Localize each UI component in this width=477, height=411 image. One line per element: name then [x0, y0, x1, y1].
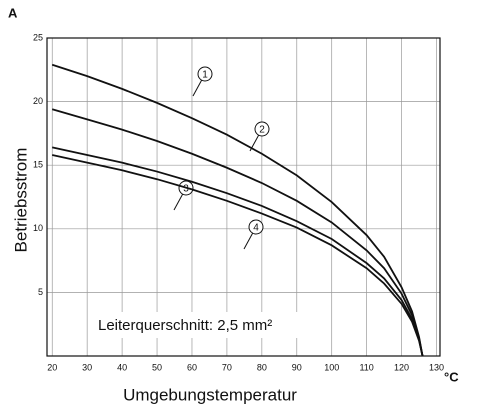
legend-label: 4 [253, 223, 259, 234]
x-tick-label: 80 [257, 362, 267, 372]
line [52, 146, 424, 357]
y-tick-label: 5 [38, 287, 43, 297]
plot-frame [46, 37, 441, 357]
y-tick-label: 20 [33, 96, 43, 106]
legend-label: 1 [202, 70, 208, 81]
x-axis-label: Umgebungstemperatur [123, 385, 297, 404]
x-tick-label: 30 [82, 362, 92, 372]
y-tick-label: 25 [33, 32, 43, 42]
series-tag-circle [197, 66, 213, 82]
x-tick-label: 90 [292, 362, 302, 372]
annotation: Leiterquerschnitt: 2,5 mm² [98, 317, 272, 334]
y-tick-label: 10 [33, 223, 43, 233]
x-unit: °C [444, 369, 459, 384]
x-tick-label: 40 [117, 362, 127, 372]
x-tick-label: 60 [187, 362, 197, 372]
x-tick-label: 100 [324, 362, 339, 372]
y-axis-label: Betriebsstrom [11, 148, 30, 253]
y-unit: A [8, 5, 18, 20]
series-tag-circle [248, 219, 264, 235]
x-tick-label: 130 [429, 362, 444, 372]
line [52, 154, 424, 357]
y-tick-label: 15 [33, 160, 43, 170]
x-tick-label: 110 [359, 362, 373, 372]
x-tick-label: 50 [152, 362, 162, 372]
x-tick-label: 20 [47, 362, 57, 372]
legend-label: 3 [183, 184, 189, 195]
x-tick-label: 70 [222, 362, 232, 372]
annotation-bg [95, 312, 330, 338]
x-tick-label: 120 [394, 362, 409, 372]
series-tag-circle [254, 121, 270, 137]
legend-label: 2 [259, 125, 265, 136]
line [51, 63, 424, 357]
line [51, 108, 424, 357]
